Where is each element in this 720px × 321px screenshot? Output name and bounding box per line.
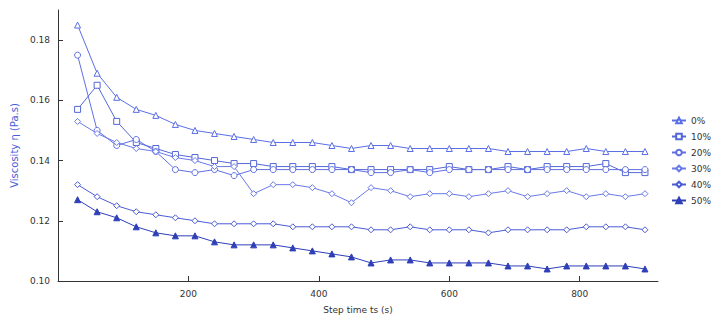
svg-text:Step time ts (s): Step time ts (s)	[323, 305, 392, 315]
svg-text:20%: 20%	[691, 148, 711, 158]
svg-text:0.14: 0.14	[30, 156, 50, 166]
svg-text:0.18: 0.18	[30, 35, 50, 45]
svg-text:50%: 50%	[691, 196, 711, 206]
svg-text:0.12: 0.12	[30, 216, 50, 226]
svg-text:0.10: 0.10	[30, 276, 50, 286]
svg-text:10%: 10%	[691, 132, 711, 142]
svg-text:0.16: 0.16	[30, 95, 50, 105]
svg-text:30%: 30%	[691, 164, 711, 174]
svg-text:400: 400	[310, 289, 327, 299]
svg-text:200: 200	[180, 289, 197, 299]
svg-text:Viscosity η (Pa.s): Viscosity η (Pa.s)	[9, 103, 20, 188]
svg-text:800: 800	[571, 289, 588, 299]
svg-text:0%: 0%	[691, 116, 706, 126]
svg-text:600: 600	[441, 289, 458, 299]
svg-text:40%: 40%	[691, 180, 711, 190]
